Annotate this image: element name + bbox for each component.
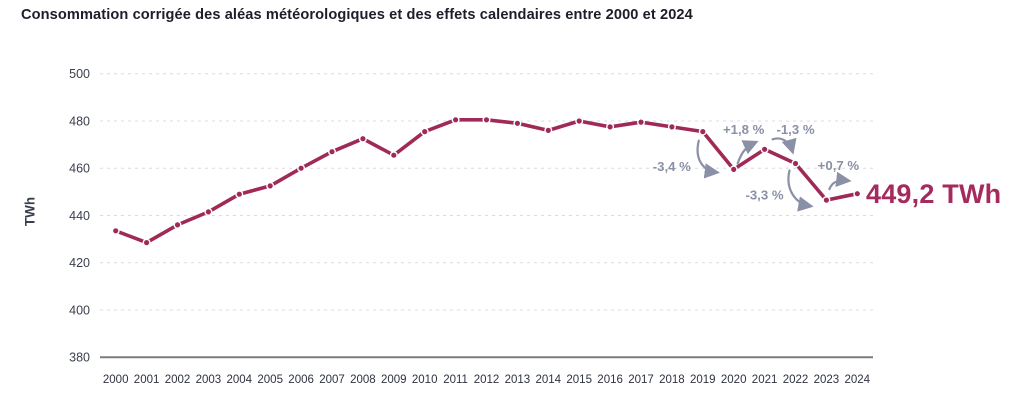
data-point-2019 xyxy=(698,127,707,136)
data-point-2013 xyxy=(513,119,522,128)
x-tick-label: 2007 xyxy=(319,374,345,386)
data-point-2020 xyxy=(729,165,738,174)
y-tick-label: 380 xyxy=(69,351,90,365)
data-point-2023 xyxy=(822,196,831,205)
y-tick-label: 420 xyxy=(69,256,90,270)
x-tick-label: 2010 xyxy=(412,374,438,386)
y-tick-label: 400 xyxy=(69,303,90,317)
chart-title: Consommation corrigée des aléas météorol… xyxy=(21,7,693,23)
x-tick-label: 2020 xyxy=(721,374,747,386)
x-tick-label: 2000 xyxy=(103,374,129,386)
final-value-label: 449,2 TWh xyxy=(866,179,1002,209)
annotation-arrow xyxy=(696,139,720,179)
data-point-2012 xyxy=(482,115,491,124)
annotation-label: -3,4 % xyxy=(653,159,691,174)
y-tick-label: 440 xyxy=(69,209,90,223)
data-point-2003 xyxy=(204,207,213,216)
data-point-2001 xyxy=(142,238,151,247)
x-tick-label: 2013 xyxy=(505,374,531,386)
annotation-label: -3,3 % xyxy=(745,188,783,203)
data-point-2007 xyxy=(328,147,337,156)
x-tick-label: 2019 xyxy=(690,374,716,386)
data-point-2004 xyxy=(235,190,244,199)
x-tick-label: 2005 xyxy=(257,374,283,386)
data-point-2010 xyxy=(420,127,429,136)
data-point-2022 xyxy=(791,159,800,168)
annotation-label: +1,8 % xyxy=(723,122,765,137)
x-tick-label: 2002 xyxy=(165,374,191,386)
annotation-label: +0,7 % xyxy=(818,158,860,173)
x-tick-label: 2009 xyxy=(381,374,407,386)
data-point-2014 xyxy=(544,126,553,135)
data-point-2006 xyxy=(297,164,306,173)
x-tick-label: 2014 xyxy=(536,374,562,386)
x-tick-label: 2012 xyxy=(474,374,500,386)
data-point-2016 xyxy=(606,122,615,131)
data-point-2021 xyxy=(760,145,769,154)
x-tick-label: 2018 xyxy=(659,374,685,386)
x-tick-label: 2006 xyxy=(288,374,314,386)
data-point-2024 xyxy=(853,189,862,198)
data-point-2000 xyxy=(111,226,120,235)
x-tick-label: 2008 xyxy=(350,374,376,386)
y-tick-label: 460 xyxy=(69,162,90,176)
data-point-2017 xyxy=(637,118,646,127)
data-point-2005 xyxy=(266,181,275,190)
x-tick-label: 2024 xyxy=(845,374,871,386)
data-point-2011 xyxy=(451,115,460,124)
x-tick-label: 2004 xyxy=(227,374,253,386)
x-tick-label: 2003 xyxy=(196,374,222,386)
annotation-arrow xyxy=(787,169,814,212)
y-tick-label: 500 xyxy=(69,67,90,81)
x-tick-label: 2011 xyxy=(443,374,468,386)
data-point-2002 xyxy=(173,220,182,229)
x-tick-label: 2022 xyxy=(783,374,809,386)
x-tick-label: 2001 xyxy=(134,374,160,386)
consumption-line xyxy=(115,118,858,245)
x-tick-label: 2017 xyxy=(628,374,654,386)
data-point-2008 xyxy=(358,134,367,143)
x-tick-label: 2016 xyxy=(597,374,623,386)
annotation-arrow xyxy=(736,140,759,165)
x-tick-label: 2023 xyxy=(814,374,840,386)
data-point-2018 xyxy=(667,122,676,131)
data-point-2015 xyxy=(575,116,584,125)
annotation-arrow xyxy=(828,171,852,191)
x-tick-label: 2015 xyxy=(566,374,592,386)
annotation-arrow xyxy=(771,137,797,155)
y-tick-label: 480 xyxy=(69,114,90,128)
annotation-label: -1,3 % xyxy=(776,122,814,137)
data-point-2009 xyxy=(389,151,398,160)
x-tick-label: 2021 xyxy=(752,374,778,386)
